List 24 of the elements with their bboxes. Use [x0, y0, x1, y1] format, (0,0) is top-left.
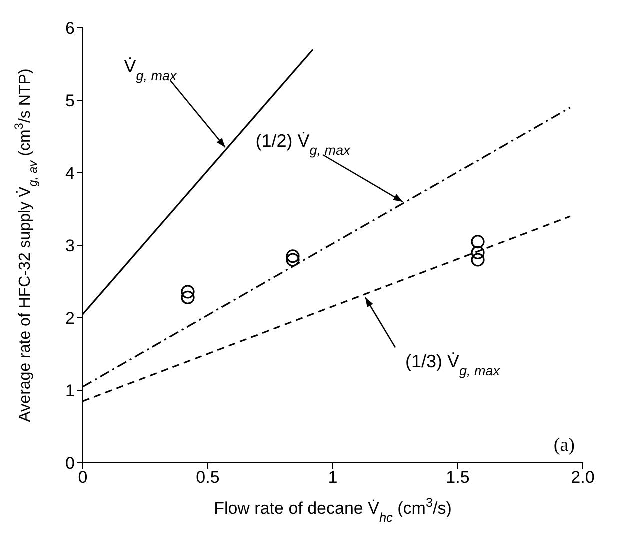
y-tick-label: 1 — [66, 382, 75, 401]
annotation: (1/2) V̇$_{g, max}$ — [256, 131, 352, 158]
y-tick-label: 4 — [66, 164, 75, 184]
x-tick-label: 1.5 — [446, 468, 470, 488]
y-tick-label: 2 — [66, 309, 75, 328]
annotation: (a) — [554, 435, 575, 456]
y-tick-label: 3 — [66, 236, 75, 256]
annotation: (1/3) V̇$_{g, max}$ — [406, 352, 502, 378]
point — [471, 235, 485, 249]
point — [181, 285, 195, 299]
y-tick-label: 5 — [66, 92, 75, 111]
y-tick-label: 0 — [66, 454, 75, 474]
annotation: V̇$_{g, max}$ — [124, 56, 178, 84]
x-axis-title: Flow rate of decane V̇$_{hc}$ (cm$^{3}$/s) — [214, 494, 452, 524]
point — [286, 253, 300, 267]
point — [471, 253, 485, 267]
point — [181, 290, 195, 304]
point — [286, 250, 300, 264]
x-tick-label: 0 — [78, 468, 88, 488]
x-tick-label: 2.0 — [571, 468, 595, 488]
point — [471, 246, 485, 260]
y-tick-label: 6 — [66, 19, 75, 38]
x-tick-label: 1 — [328, 468, 338, 488]
x-tick-label: 0.5 — [196, 468, 220, 488]
